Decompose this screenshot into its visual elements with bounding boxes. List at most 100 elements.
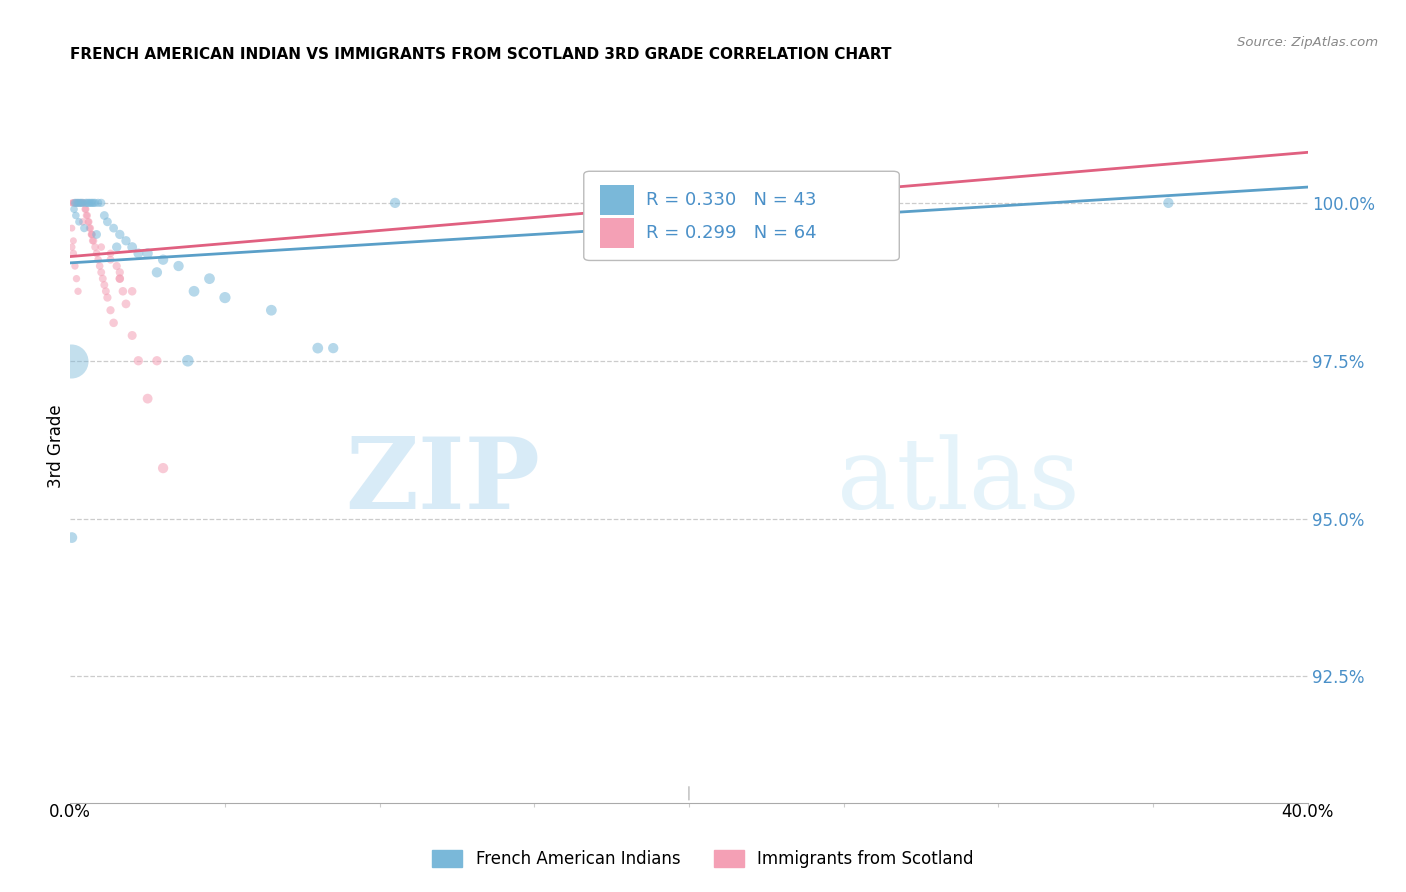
- Point: [198, 271, 221, 285]
- Point: [84, 195, 107, 210]
- Point: [69, 195, 91, 210]
- Point: [167, 259, 190, 273]
- Point: [73, 221, 96, 235]
- Point: [96, 291, 118, 305]
- Point: [108, 271, 131, 285]
- Point: [75, 195, 97, 210]
- Point: [91, 271, 114, 285]
- Point: [115, 234, 138, 248]
- Point: [136, 246, 159, 260]
- Point: [65, 195, 87, 210]
- Point: [70, 195, 93, 210]
- Point: [152, 461, 174, 475]
- Point: [67, 195, 90, 210]
- Point: [60, 195, 83, 210]
- Point: [60, 240, 83, 254]
- Point: [82, 234, 105, 248]
- Point: [82, 195, 105, 210]
- Point: [322, 341, 344, 355]
- Point: [121, 240, 143, 254]
- Point: [93, 277, 115, 292]
- Point: [214, 291, 236, 305]
- Point: [260, 303, 283, 318]
- Point: [72, 215, 94, 229]
- Point: [80, 195, 103, 210]
- Point: [105, 259, 128, 273]
- Bar: [600, 185, 634, 215]
- Point: [100, 246, 122, 260]
- Point: [63, 259, 86, 273]
- Point: [108, 271, 131, 285]
- Text: ZIP: ZIP: [346, 434, 540, 530]
- Point: [82, 234, 104, 248]
- Point: [86, 246, 108, 260]
- Point: [1157, 195, 1180, 210]
- Point: [72, 195, 94, 210]
- Point: [65, 271, 87, 285]
- Point: [63, 202, 86, 217]
- Point: [183, 285, 205, 299]
- Point: [72, 195, 94, 210]
- Point: [94, 285, 117, 299]
- Text: 0.0%: 0.0%: [49, 803, 91, 821]
- Point: [62, 195, 84, 210]
- Point: [146, 265, 169, 279]
- Point: [121, 285, 143, 299]
- Point: [111, 285, 134, 299]
- Point: [63, 195, 86, 210]
- Point: [100, 252, 122, 267]
- Legend: French American Indians, Immigrants from Scotland: French American Indians, Immigrants from…: [426, 843, 980, 875]
- Point: [96, 215, 118, 229]
- Point: [87, 252, 110, 267]
- Point: [80, 227, 103, 242]
- Text: R = 0.299   N = 64: R = 0.299 N = 64: [645, 225, 817, 243]
- Point: [84, 240, 107, 254]
- Point: [79, 221, 101, 235]
- Point: [89, 259, 111, 273]
- Point: [59, 353, 82, 368]
- Point: [65, 195, 87, 210]
- Text: atlas: atlas: [838, 434, 1080, 530]
- Point: [63, 195, 86, 210]
- Point: [70, 195, 93, 210]
- Point: [600, 195, 623, 210]
- Point: [77, 195, 100, 210]
- Point: [105, 240, 128, 254]
- Point: [177, 353, 200, 368]
- Point: [108, 265, 131, 279]
- Point: [77, 215, 100, 229]
- Point: [127, 246, 149, 260]
- Text: R = 0.330   N = 43: R = 0.330 N = 43: [645, 191, 815, 209]
- Point: [70, 195, 93, 210]
- Point: [86, 227, 108, 242]
- Point: [62, 246, 84, 260]
- Point: [72, 195, 94, 210]
- Point: [67, 195, 90, 210]
- Point: [67, 215, 90, 229]
- Point: [103, 316, 125, 330]
- Point: [75, 209, 97, 223]
- Point: [87, 195, 110, 210]
- Point: [90, 265, 112, 279]
- Point: [146, 353, 169, 368]
- Point: [62, 234, 84, 248]
- Point: [63, 195, 86, 210]
- Point: [115, 297, 138, 311]
- Point: [76, 195, 98, 210]
- Point: [384, 195, 406, 210]
- Point: [65, 195, 87, 210]
- Point: [90, 195, 112, 210]
- Point: [100, 303, 122, 318]
- Bar: [600, 219, 634, 248]
- Point: [136, 392, 159, 406]
- Point: [90, 240, 112, 254]
- Point: [69, 195, 91, 210]
- Text: FRENCH AMERICAN INDIAN VS IMMIGRANTS FROM SCOTLAND 3RD GRADE CORRELATION CHART: FRENCH AMERICAN INDIAN VS IMMIGRANTS FRO…: [70, 47, 891, 62]
- Point: [67, 285, 90, 299]
- Point: [62, 195, 84, 210]
- Point: [121, 328, 143, 343]
- Point: [66, 195, 89, 210]
- Point: [67, 195, 90, 210]
- Point: [69, 195, 91, 210]
- Point: [75, 202, 97, 217]
